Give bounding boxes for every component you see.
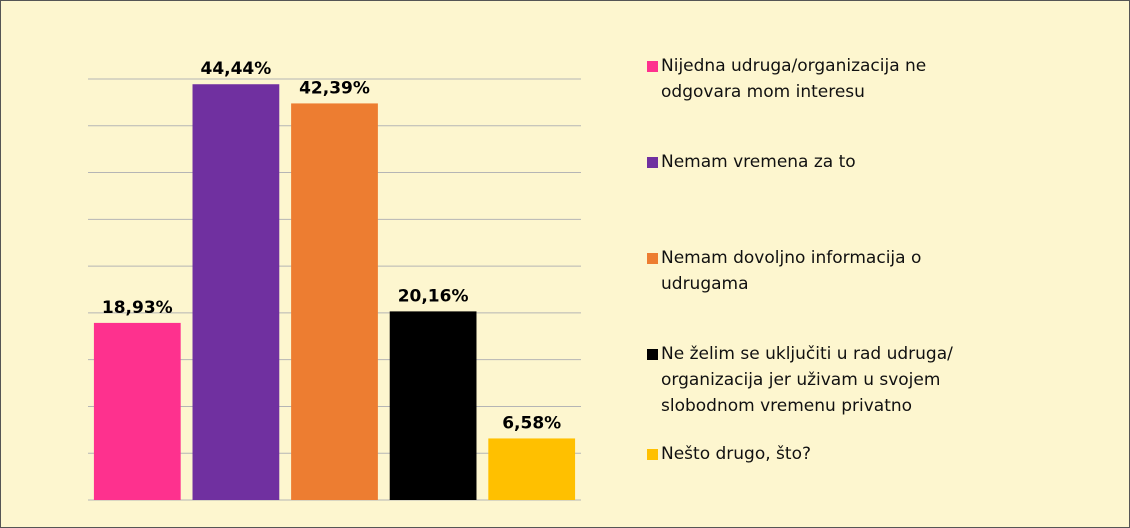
legend-label: Nešto drugo, što?: [661, 444, 812, 464]
bar: [192, 84, 280, 501]
bar: [488, 438, 576, 500]
legend-swatch: [647, 157, 658, 168]
bar: [389, 311, 477, 500]
legend-item: Nemam vremena za to: [647, 149, 1011, 175]
legend-item: Ne želim se uključiti u rad udruga/ orga…: [647, 341, 1011, 419]
legend-item: Nijedna udruga/organizacija ne odgovara …: [647, 53, 1011, 105]
bar: [93, 322, 181, 500]
value-label: 20,16%: [398, 286, 469, 306]
legend-label: Ne želim se uključiti u rad udruga/ orga…: [661, 344, 953, 416]
value-label: 6,58%: [502, 413, 561, 433]
value-label: 42,39%: [299, 78, 370, 98]
legend-swatch: [647, 449, 658, 460]
value-label: 44,44%: [200, 59, 271, 79]
legend-label: Nemam vremena za to: [661, 152, 856, 172]
legend-item: Nešto drugo, što?: [647, 441, 1011, 467]
legend-label: Nemam dovoljno informacija o udrugama: [661, 248, 922, 294]
value-label: 18,93%: [102, 298, 173, 318]
legend-swatch: [647, 349, 658, 360]
legend-swatch: [647, 253, 658, 264]
bar: [291, 103, 378, 500]
legend-swatch: [647, 61, 658, 72]
legend-item: Nemam dovoljno informacija o udrugama: [647, 245, 1011, 297]
legend-label: Nijedna udruga/organizacija ne odgovara …: [661, 56, 927, 102]
